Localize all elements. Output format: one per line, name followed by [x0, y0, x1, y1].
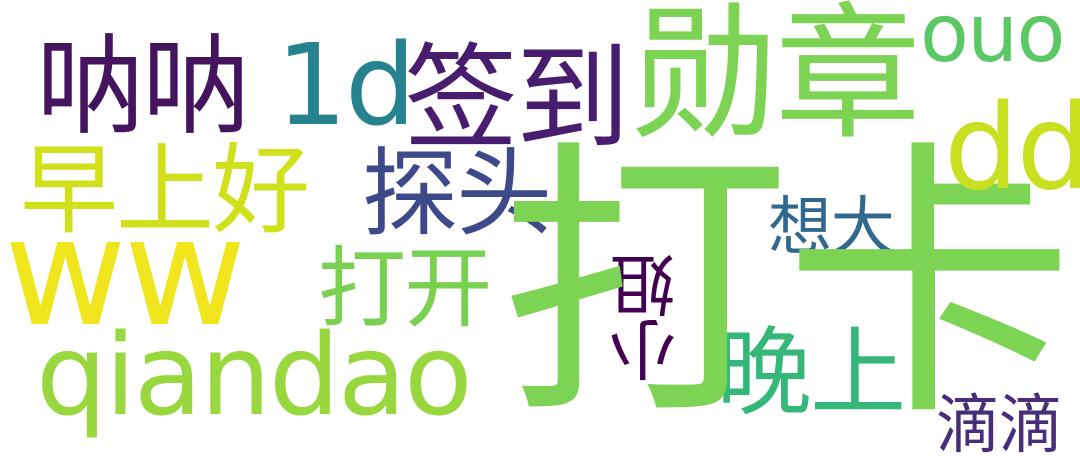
word-qiandao-cn: 签到 — [404, 32, 630, 165]
word-1d: 1d — [276, 21, 416, 151]
word-xiangda: 想大 — [768, 191, 895, 265]
word-ouo: ouo — [920, 0, 1065, 80]
word-ww: ww — [4, 186, 246, 360]
word-dakai: 打开 — [318, 237, 492, 340]
word-dd: dd — [944, 78, 1080, 216]
word-qiandao: qiandao — [36, 311, 473, 441]
word-didi: 滴滴 — [936, 389, 1063, 463]
word-daka: 打卡 — [500, 118, 1074, 455]
word-tantou: 探头 — [362, 138, 552, 250]
word-wanshang: 晚上 — [716, 317, 906, 429]
word-zaoshang-hao: 早上好 — [20, 134, 310, 248]
word-xunzhang: 勋章 — [632, 0, 921, 160]
word-nana: 呐呐 — [36, 25, 250, 150]
